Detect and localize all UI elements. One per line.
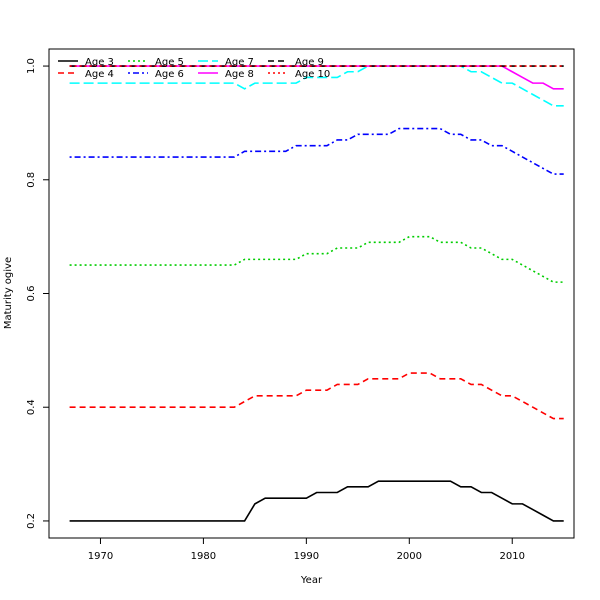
y-tick-label: 0.4 [26, 399, 37, 415]
legend-label: Age 9 [295, 57, 324, 68]
legend-label: Age 10 [295, 69, 330, 80]
series-line-age-8 [69, 65, 564, 90]
y-tick-label: 0.6 [26, 286, 37, 302]
x-tick-label: 1970 [88, 551, 113, 562]
legend-label: Age 3 [85, 57, 114, 68]
y-axis: 0.2 0.4 0.6 0.8 1.0 [26, 58, 49, 529]
series-line-age-3 [69, 480, 564, 522]
plot-frame [48, 48, 575, 539]
x-axis-title: Year [300, 575, 323, 586]
legend-label: Age 4 [85, 69, 114, 80]
y-axis-title: Maturity ogive [3, 257, 14, 329]
x-tick-label: 2000 [397, 551, 422, 562]
series-line-age-4 [69, 372, 564, 420]
legend-label: Age 8 [225, 69, 254, 80]
y-tick-label: 0.8 [26, 172, 37, 188]
x-tick-label: 1980 [191, 551, 216, 562]
series-line-age-6 [69, 127, 564, 175]
legend-label: Age 5 [155, 57, 184, 68]
series-layer [69, 65, 564, 522]
series-line-age-5 [69, 235, 564, 283]
y-tick-label: 1.0 [26, 58, 37, 74]
x-tick-label: 2010 [500, 551, 525, 562]
legend-label: Age 7 [225, 57, 254, 68]
x-tick-label: 1990 [294, 551, 319, 562]
y-tick-label: 0.2 [26, 513, 37, 529]
legend-label: Age 6 [155, 69, 184, 80]
x-axis: 1970 1980 1990 2000 2010 [88, 538, 525, 562]
